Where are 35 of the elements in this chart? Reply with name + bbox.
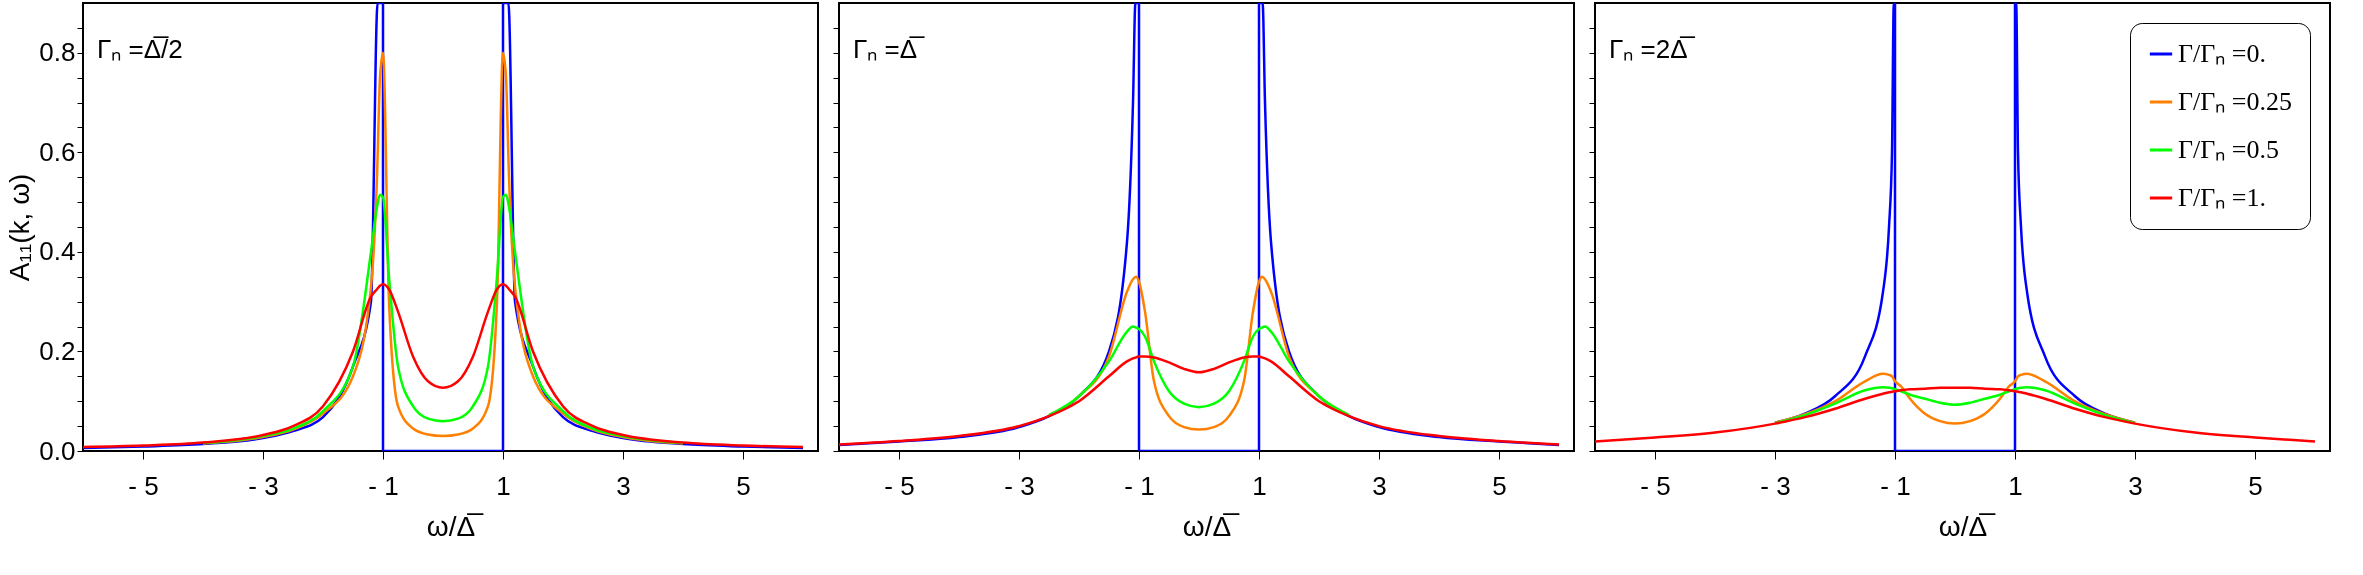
x-tick-label: 3 — [2128, 470, 2143, 501]
x-tick-label: - 3 — [248, 470, 279, 501]
y-tick-label: 0.8 — [39, 37, 76, 68]
x-tick-label: - 1 — [1880, 470, 1911, 501]
x-axis-title: ω/Δ̅ — [426, 510, 485, 542]
x-tick-label: - 5 — [884, 470, 915, 501]
x-tick-label: - 3 — [1004, 470, 1035, 501]
x-tick-label: 5 — [736, 470, 751, 501]
line-series — [83, 282, 805, 449]
legend-label: Γ/Γₙ =0.5 — [2178, 135, 2279, 164]
x-tick-label: 1 — [2008, 470, 2023, 501]
annotation: Γₙ =2Δ̅ — [1609, 34, 1696, 64]
x-tick-label: 5 — [2248, 470, 2263, 501]
x-tick-label: - 3 — [1760, 470, 1791, 501]
x-tick-label: 3 — [1372, 470, 1387, 501]
legend-label: Γ/Γₙ =0.25 — [2178, 87, 2292, 116]
x-tick-label: 3 — [616, 470, 631, 501]
x-tick-label: - 1 — [368, 470, 399, 501]
x-axis-title: ω/Δ̅ — [1938, 510, 1997, 542]
y-tick-label: 0.4 — [39, 236, 76, 267]
y-tick-label: 0.0 — [39, 435, 76, 466]
x-tick-label: 1 — [1252, 470, 1267, 501]
x-axis-title: ω/Δ̅ — [1182, 510, 1241, 542]
x-tick-label: - 5 — [1640, 470, 1671, 501]
x-tick-label: 1 — [496, 470, 511, 501]
legend-label: Γ/Γₙ =1. — [2178, 183, 2266, 212]
y-axis-title: A₁₁(k, ω) — [4, 173, 36, 282]
annotation: Γₙ =Δ̅ — [853, 34, 926, 64]
x-tick-label: - 5 — [128, 470, 159, 501]
y-tick-label: 0.2 — [39, 335, 76, 366]
x-tick-label: 5 — [1492, 470, 1507, 501]
annotation: Γₙ =Δ̅/2 — [97, 34, 183, 64]
legend-label: Γ/Γₙ =0. — [2178, 39, 2266, 68]
y-tick-label: 0.6 — [39, 136, 76, 167]
x-tick-label: - 1 — [1124, 470, 1155, 501]
